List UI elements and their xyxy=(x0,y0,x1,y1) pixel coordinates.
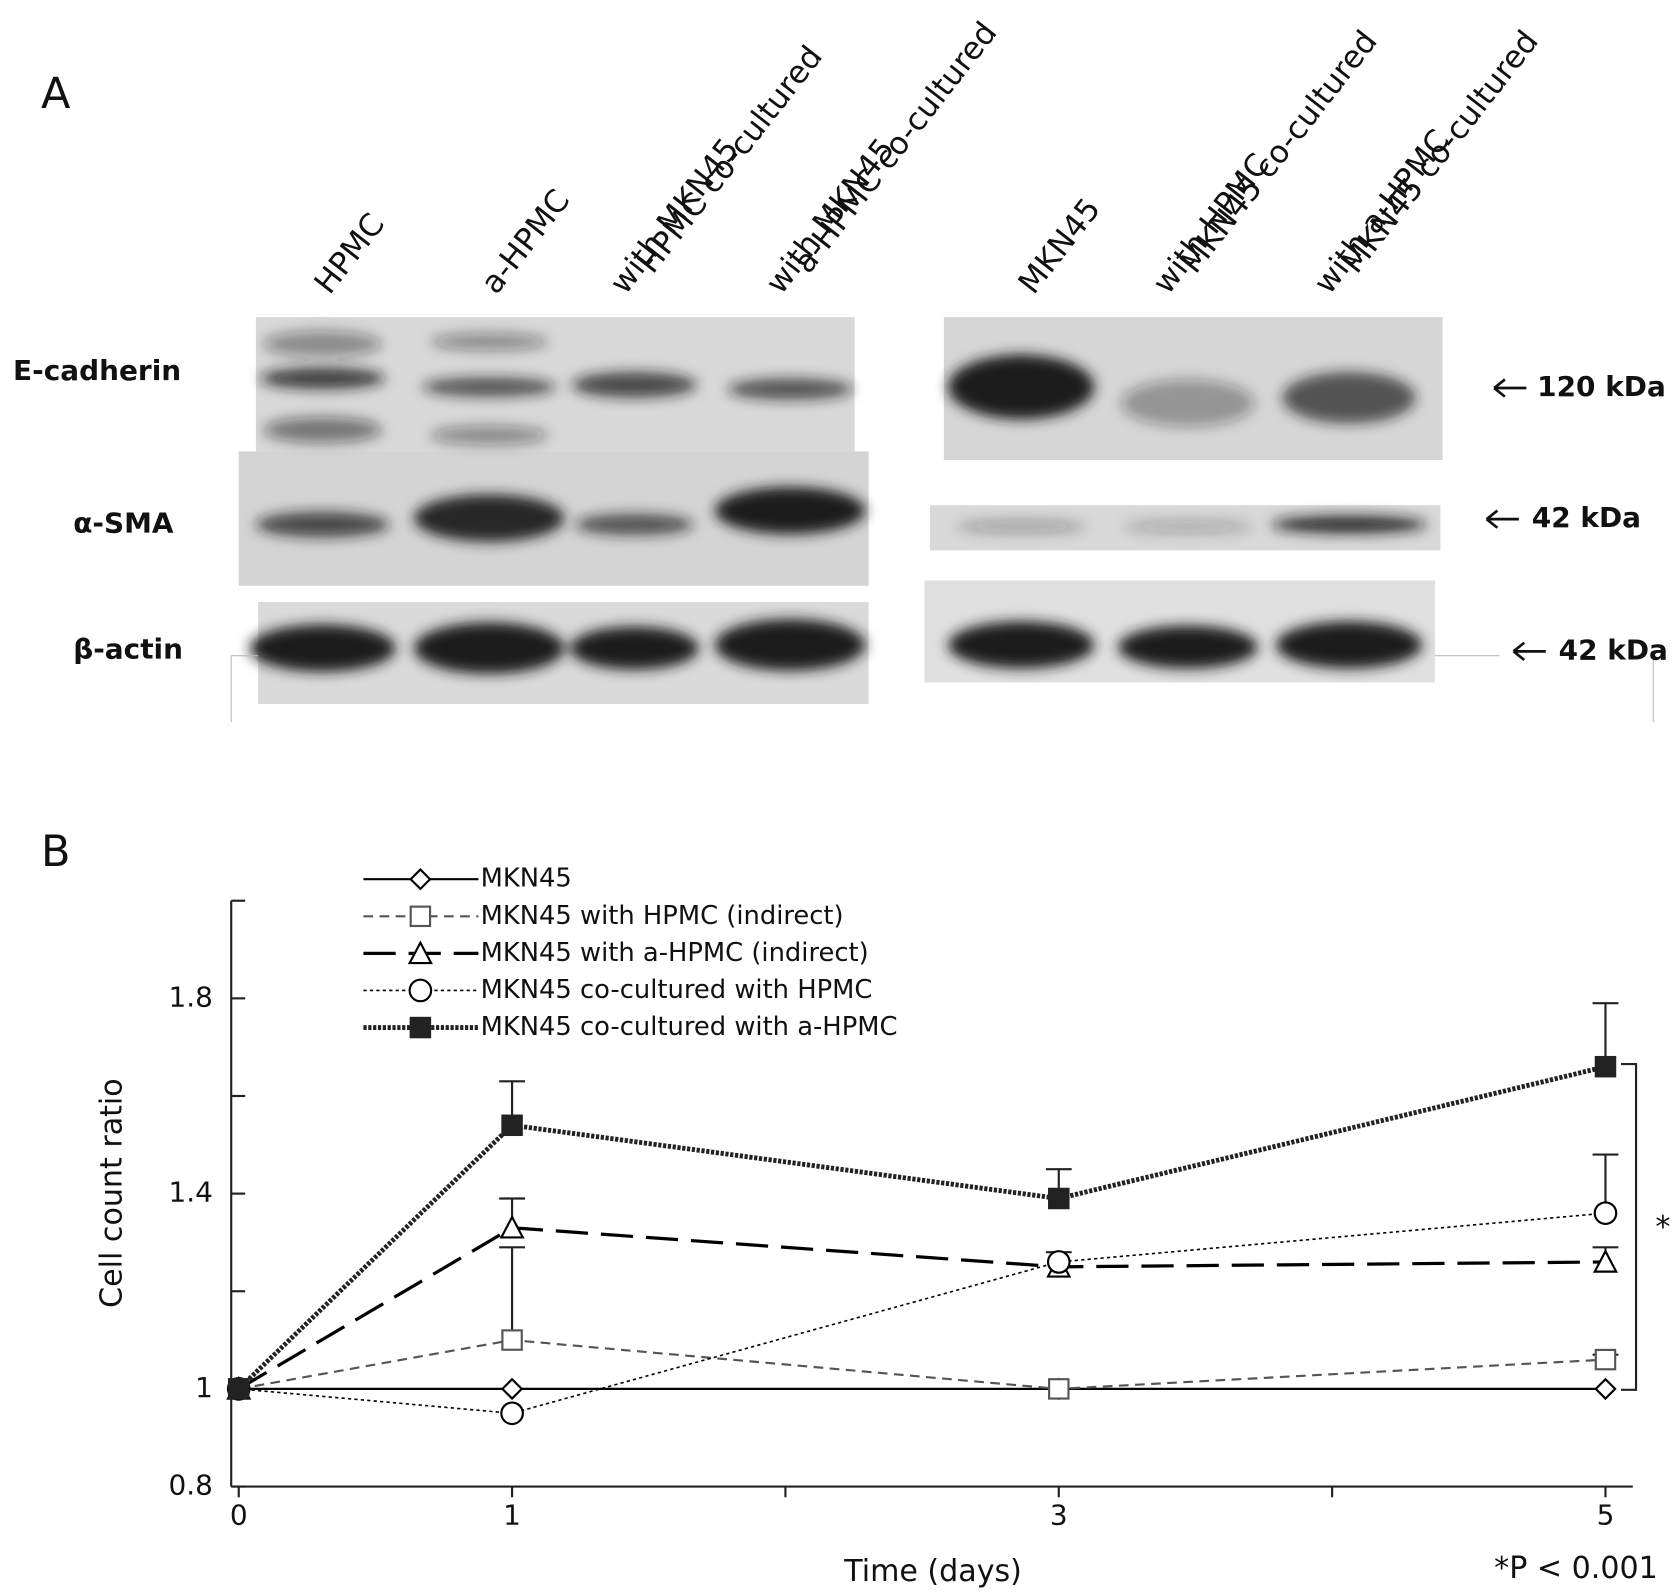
lane-label: a-HPMC xyxy=(474,183,577,301)
western-blot xyxy=(230,317,1654,723)
legend-entry: MKN45 xyxy=(363,864,572,894)
x-axis-label: Time (days) xyxy=(843,1554,1022,1589)
lane-label: with MKN45 xyxy=(603,132,746,301)
marker xyxy=(1048,1187,1070,1210)
legend-entry: MKN45 with HPMC (indirect) xyxy=(363,901,844,931)
series-line xyxy=(238,1212,1606,1415)
legend-label: MKN45 co-cultured with a-HPMC xyxy=(481,1012,898,1042)
series-line xyxy=(237,1064,1607,1391)
lane-label: HPMC xyxy=(308,207,392,301)
lane-label: with a-HPMC xyxy=(1307,123,1457,301)
marker xyxy=(409,1016,432,1039)
series xyxy=(226,1197,1619,1400)
frame-line xyxy=(230,655,1654,723)
marker xyxy=(1048,1378,1070,1400)
marker xyxy=(409,905,432,928)
marker xyxy=(500,1377,524,1401)
row-label: E-cadherin xyxy=(13,354,181,387)
marker xyxy=(1046,1250,1071,1274)
legend-entry: MKN45 with a-HPMC (indirect) xyxy=(363,938,869,968)
significance-bracket xyxy=(1620,1063,1638,1391)
y-tick-label: 0.8 xyxy=(169,1469,213,1502)
x-tick-label: 5 xyxy=(1597,1499,1615,1532)
significance-mark: * xyxy=(1655,1210,1670,1245)
y-tick-label: 1.8 xyxy=(169,980,213,1013)
marker xyxy=(1594,1348,1617,1371)
x-tick-label: 1 xyxy=(503,1499,521,1532)
marker xyxy=(501,1114,523,1137)
series-line xyxy=(237,1226,1606,1391)
marker xyxy=(1594,1377,1617,1401)
marker xyxy=(407,940,433,965)
series xyxy=(227,1377,1617,1401)
x-tick-label: 0 xyxy=(230,1499,248,1532)
marker xyxy=(499,1214,525,1239)
marker xyxy=(409,868,432,891)
lane-label: MKN45 xyxy=(1012,192,1108,301)
y-tick-label: 1 xyxy=(195,1371,213,1404)
y-tick-label: 1.4 xyxy=(169,1176,213,1209)
y-axis-label: Cell count ratio xyxy=(94,1078,129,1308)
error-bar xyxy=(499,1246,525,1341)
row-label: β-actin xyxy=(73,632,183,665)
legend-label: MKN45 with HPMC (indirect) xyxy=(481,901,844,931)
marker xyxy=(1592,1248,1619,1273)
size-label: 120 kDa xyxy=(1537,370,1666,403)
legend-label: MKN45 xyxy=(481,864,572,894)
series-line xyxy=(238,1338,1606,1390)
marker xyxy=(227,1378,250,1400)
bands xyxy=(249,331,1427,674)
marker xyxy=(500,1401,524,1426)
size-label: 42 kDa xyxy=(1532,501,1641,534)
legend-label: MKN45 with a-HPMC (indirect) xyxy=(481,938,869,968)
panel-label: A xyxy=(41,69,71,119)
arrow xyxy=(1485,378,1546,662)
x-tick-label: 3 xyxy=(1050,1499,1068,1532)
size-label: 42 kDa xyxy=(1559,633,1668,666)
marker xyxy=(501,1329,523,1351)
marker xyxy=(1593,1201,1618,1225)
panel-label: B xyxy=(41,827,71,877)
marker xyxy=(408,978,433,1003)
lane-label: with MKN45 xyxy=(759,132,902,301)
lane-label: with HPMC xyxy=(1146,147,1277,301)
row-label: α-SMA xyxy=(73,507,174,540)
annotation: *P < 0.001 xyxy=(1494,1551,1658,1586)
marker xyxy=(1594,1055,1617,1078)
legend-entry: MKN45 co-cultured with HPMC xyxy=(363,975,872,1005)
legend-label: MKN45 co-cultured with HPMC xyxy=(481,975,873,1005)
series xyxy=(227,1002,1619,1400)
legend-entry: MKN45 co-cultured with a-HPMC xyxy=(363,1012,897,1042)
